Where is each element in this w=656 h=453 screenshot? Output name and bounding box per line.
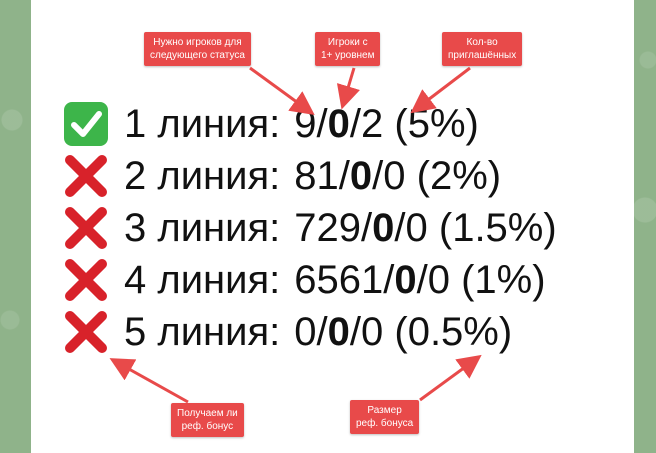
needed-value: 729 xyxy=(294,205,361,250)
tag-receive-bonus-line1: Получаем ли xyxy=(177,408,238,419)
tag-bonus-size-line2: реф. бонуса xyxy=(356,418,414,429)
cross-icon xyxy=(62,308,110,356)
separator: / xyxy=(316,101,328,146)
line-row-3: 3 линия: 729/0/0 (1.5%) xyxy=(62,202,557,254)
tag-players-needed: Нужно игроков для следующего статуса xyxy=(144,32,251,66)
needed-value: 9 xyxy=(294,101,317,146)
check-icon xyxy=(62,100,110,148)
tag-players-level-line1: Игроки с xyxy=(327,37,368,48)
invited-value: 0 xyxy=(383,153,406,198)
line-row-1: 1 линия: 9/0/2 (5%) xyxy=(62,98,479,150)
level-value: 0 xyxy=(327,101,350,146)
tag-invited-line1: Кол-во xyxy=(466,37,498,48)
space xyxy=(383,310,394,355)
tag-invited: Кол-во приглашённых xyxy=(442,32,523,66)
separator: / xyxy=(416,257,428,302)
line-label: 3 линия: xyxy=(124,205,281,250)
tag-players-needed-line2: следующего статуса xyxy=(150,50,245,61)
bonus-percent: (1.5%) xyxy=(438,205,557,250)
space xyxy=(428,206,439,251)
level-value: 0 xyxy=(394,257,417,302)
tag-players-needed-line1: Нужно игроков для xyxy=(153,37,242,48)
cross-icon xyxy=(62,204,110,252)
line-row-2: 2 линия: 81/0/0 (2%) xyxy=(62,150,501,202)
separator: / xyxy=(316,309,328,354)
separator: / xyxy=(372,153,384,198)
cross-icon xyxy=(62,152,110,200)
invited-value: 0 xyxy=(405,205,428,250)
separator: / xyxy=(349,101,361,146)
level-value: 0 xyxy=(372,205,395,250)
tag-receive-bonus-line2: реф. бонус xyxy=(181,421,234,432)
tag-bonus-size: Размер реф. бонуса xyxy=(350,400,420,434)
separator: / xyxy=(394,205,406,250)
level-value: 0 xyxy=(349,153,373,198)
line-label: 2 линия: xyxy=(124,153,281,198)
line-row-5: 5 линия: 0/0/0 (0.5%) xyxy=(62,306,512,358)
space xyxy=(406,154,417,199)
needed-value: 0 xyxy=(294,309,317,354)
line-label: 1 линия: xyxy=(124,101,281,146)
tag-receive-bonus: Получаем ли реф. бонус xyxy=(171,403,244,437)
line-label: 5 линия: xyxy=(124,309,281,354)
invited-value: 2 xyxy=(361,101,384,146)
tag-players-level: Игроки с 1+ уровнем xyxy=(315,32,381,66)
bonus-percent: (2%) xyxy=(416,153,502,198)
line-row-4: 4 линия: 6561/0/0 (1%) xyxy=(62,254,546,306)
invited-value: 0 xyxy=(427,257,450,302)
line-label: 4 линия: xyxy=(124,257,281,302)
bonus-percent: (0.5%) xyxy=(394,309,513,354)
needed-value: 81 xyxy=(294,153,339,198)
tag-invited-line2: приглашённых xyxy=(448,50,517,61)
cross-icon xyxy=(62,256,110,304)
separator: / xyxy=(338,153,350,198)
level-value: 0 xyxy=(327,309,350,354)
separator: / xyxy=(349,309,361,354)
separator: / xyxy=(383,257,395,302)
bonus-percent: (5%) xyxy=(394,101,479,146)
invited-value: 0 xyxy=(361,309,384,354)
bonus-percent: (1%) xyxy=(461,257,546,302)
space xyxy=(450,258,461,303)
space xyxy=(383,102,394,147)
tag-bonus-size-line1: Размер xyxy=(367,405,402,416)
separator: / xyxy=(361,205,373,250)
needed-value: 6561 xyxy=(294,257,384,302)
tag-players-level-line2: 1+ уровнем xyxy=(321,50,375,61)
